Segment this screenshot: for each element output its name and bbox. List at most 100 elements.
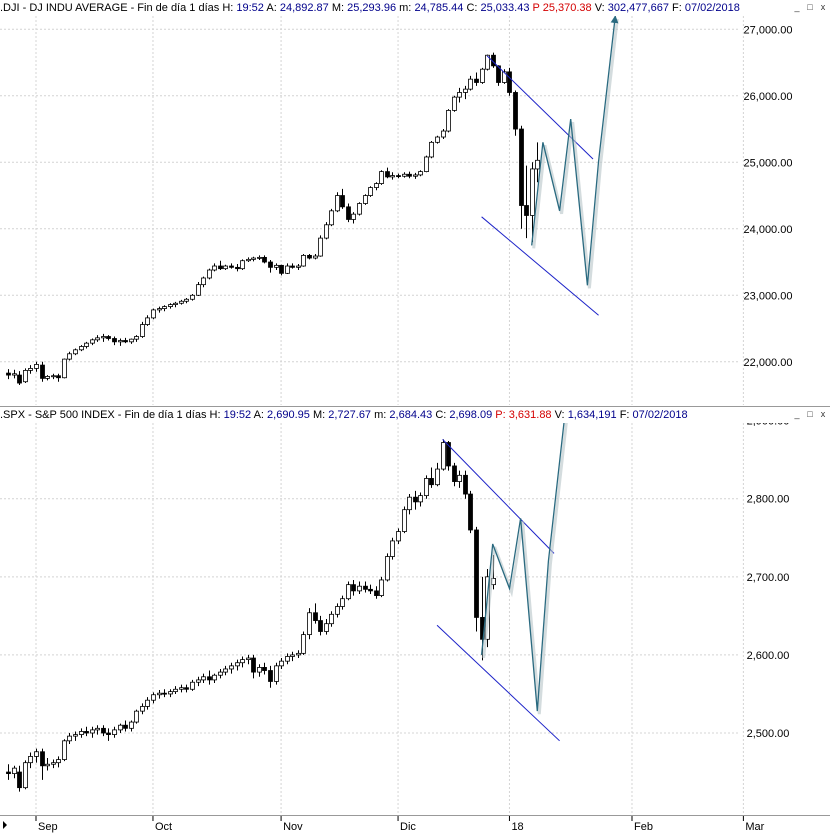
dji-close-button[interactable]: x <box>820 2 826 12</box>
dji-candle <box>246 257 251 263</box>
dji-candle <box>301 254 306 267</box>
dji-candle <box>67 351 72 361</box>
spx-candle <box>390 537 395 560</box>
spx-chart: 2,500.00 2,600.00 2,700.00 2,800.00 2,900.00 <box>0 423 790 815</box>
spx-candle <box>101 725 106 737</box>
dji-candle <box>90 338 95 346</box>
dji-candle <box>474 72 479 86</box>
spx-candle <box>201 673 206 684</box>
spx-candle <box>134 709 139 724</box>
dji-candle <box>463 85 468 100</box>
spx-close-button[interactable]: x <box>820 409 826 419</box>
spx-m-value: 2,727.67 <box>328 409 372 421</box>
dji-candle <box>51 373 56 380</box>
dji-candle <box>507 67 512 96</box>
spx-candle <box>474 526 479 632</box>
dji-m-label: M: <box>331 2 345 14</box>
spx-p-label: P: <box>495 409 506 421</box>
spx-candle <box>223 665 228 676</box>
dji-candle <box>95 335 100 342</box>
spx-candle <box>73 731 78 741</box>
spx-v-value: 1,634,191 <box>567 409 617 421</box>
spx-candle <box>118 723 123 734</box>
dji-candle <box>385 167 390 179</box>
dji-f-label: F: <box>672 2 682 14</box>
dji-candle <box>363 194 368 205</box>
time-axis-svg: Sep Oct Nov Dic 18 Feb Mar <box>3 816 765 833</box>
spx-candle <box>385 553 390 582</box>
dji-mn-label: m: <box>399 2 412 14</box>
spx-candle <box>313 603 318 624</box>
dji-candle <box>413 172 418 179</box>
dji-candle <box>441 129 446 140</box>
spx-candle <box>229 662 234 674</box>
spx-candle <box>212 673 217 684</box>
dji-candle <box>502 69 507 84</box>
spx-maximize-button[interactable]: □ <box>807 409 813 419</box>
spx-y-tick-label: 2,900.00 <box>747 423 790 428</box>
dji-candle <box>357 202 362 216</box>
dji-candle <box>290 263 295 269</box>
spx-projection-shadow <box>482 423 568 715</box>
spx-candle <box>463 470 468 499</box>
spx-candle <box>145 697 150 710</box>
spx-candle <box>184 684 189 693</box>
dji-candle <box>207 268 212 280</box>
dji-v-value: 302,477,667 <box>607 2 669 14</box>
dji-candle <box>162 305 167 312</box>
dji-maximize-button[interactable]: □ <box>807 2 813 12</box>
dji-candle <box>530 162 535 243</box>
dji-candle <box>112 336 117 346</box>
spx-candle <box>396 528 401 545</box>
dji-h-label: H: <box>222 2 234 14</box>
dji-candle <box>62 358 67 379</box>
spx-candle <box>112 726 117 738</box>
dji-candle <box>123 337 128 344</box>
dji-candle <box>468 75 473 91</box>
dji-candle <box>396 173 401 179</box>
dji-candle <box>390 172 395 180</box>
spx-candle <box>268 665 273 688</box>
spx-f-label: F: <box>619 409 630 421</box>
dji-candle <box>279 264 284 276</box>
spx-candle <box>340 595 345 610</box>
spx-candle <box>190 679 195 691</box>
scroll-left-icon[interactable] <box>3 821 7 829</box>
spx-candle <box>34 748 39 763</box>
dji-candle <box>179 299 184 305</box>
dji-candle <box>201 276 206 288</box>
spx-candle <box>285 653 290 665</box>
spx-symbol: .SPX - S&P 500 INDEX - Fin de día 1 días <box>0 409 207 421</box>
spx-candle <box>12 765 17 779</box>
dji-candle <box>184 297 189 304</box>
dji-candle <box>40 361 45 382</box>
spx-candle <box>324 619 329 635</box>
dji-candle <box>240 259 245 271</box>
spx-mn-label: m: <box>374 409 387 421</box>
dji-p-value: 25,370.38 <box>542 2 592 14</box>
spx-candle <box>379 576 384 598</box>
dji-candle <box>329 208 334 227</box>
dji-h-value: 19:52 <box>236 2 264 14</box>
dji-candle <box>101 333 106 342</box>
dji-candle <box>251 256 256 262</box>
spx-candle <box>307 608 312 640</box>
dji-candle <box>145 315 150 326</box>
dji-y-tick-label: 24,000.00 <box>744 224 793 236</box>
spx-candle <box>240 656 245 668</box>
spx-candle <box>23 760 28 790</box>
dji-candle <box>407 171 412 179</box>
dji-candle <box>23 368 28 384</box>
dji-minimize-button[interactable]: _ <box>794 2 800 12</box>
spx-y-tick-label: 2,500.00 <box>747 728 790 740</box>
spx-candle <box>374 586 379 599</box>
dji-candle <box>452 95 457 112</box>
dji-candle <box>134 335 139 342</box>
spx-candle <box>162 689 167 698</box>
spx-candle <box>246 654 251 665</box>
dji-candle <box>106 335 111 341</box>
dji-candle <box>190 293 195 301</box>
spx-candle <box>402 506 407 534</box>
spx-channel-line <box>442 439 555 554</box>
spx-minimize-button[interactable]: _ <box>794 409 800 419</box>
